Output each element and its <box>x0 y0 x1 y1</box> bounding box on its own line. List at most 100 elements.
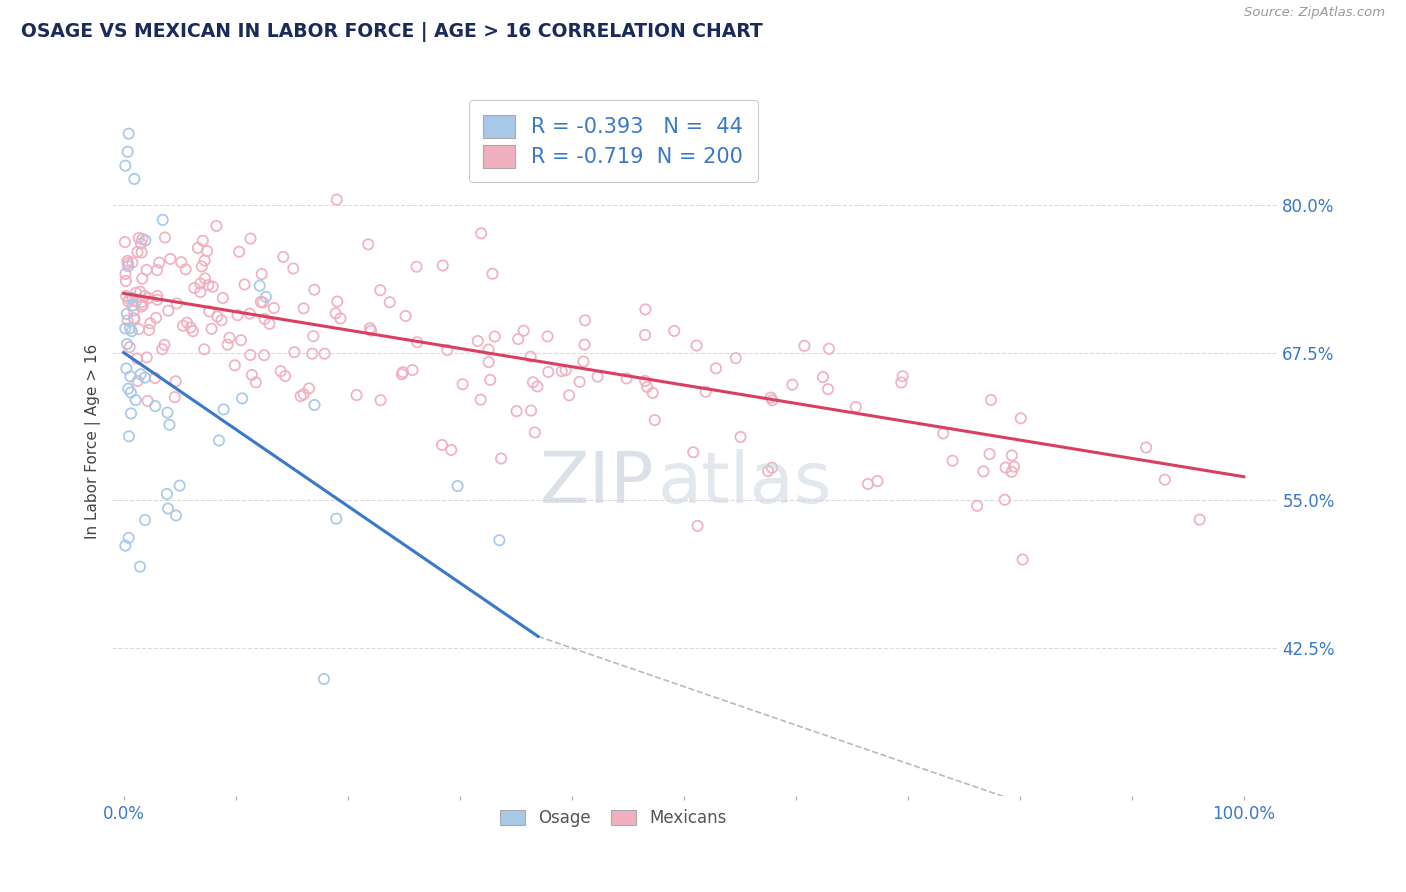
Point <box>346 388 368 402</box>
Point <box>129 285 152 299</box>
Point <box>263 301 285 315</box>
Point <box>194 271 217 285</box>
Point <box>357 237 380 252</box>
Point <box>211 313 233 327</box>
Point <box>401 363 423 377</box>
Point <box>704 361 727 376</box>
Point <box>479 373 502 387</box>
Point <box>211 291 233 305</box>
Point <box>866 474 889 488</box>
Point <box>231 392 253 406</box>
Point <box>159 252 181 266</box>
Point <box>292 387 315 401</box>
Point <box>378 295 401 310</box>
Point <box>394 309 416 323</box>
Point <box>239 232 262 246</box>
Point <box>761 393 783 408</box>
Point <box>932 426 955 441</box>
Point <box>1001 449 1024 463</box>
Point <box>129 559 152 574</box>
Point <box>134 233 156 247</box>
Point <box>695 384 717 399</box>
Point <box>217 337 239 351</box>
Point <box>166 296 188 310</box>
Point <box>207 310 229 324</box>
Point <box>616 371 638 385</box>
Point <box>1010 411 1032 425</box>
Point <box>941 453 963 467</box>
Point <box>488 533 510 548</box>
Point <box>536 329 558 343</box>
Point <box>634 328 657 343</box>
Point <box>183 281 205 295</box>
Point <box>891 369 914 384</box>
Point <box>292 301 315 316</box>
Point <box>994 460 1017 475</box>
Point <box>115 337 138 351</box>
Point <box>636 380 658 394</box>
Point <box>143 399 166 413</box>
Point <box>574 313 596 327</box>
Point <box>122 303 145 318</box>
Point <box>818 342 841 356</box>
Point <box>329 311 352 326</box>
Point <box>127 244 149 259</box>
Point <box>522 376 544 390</box>
Point <box>146 263 169 277</box>
Point <box>135 351 157 365</box>
Point <box>685 338 707 352</box>
Point <box>115 361 138 376</box>
Point <box>440 442 463 457</box>
Point <box>188 285 211 299</box>
Point <box>159 417 181 432</box>
Point <box>250 267 273 281</box>
Point <box>856 477 879 491</box>
Point <box>1002 459 1025 474</box>
Point <box>233 277 256 292</box>
Point <box>169 478 191 492</box>
Point <box>664 324 686 338</box>
Point <box>436 343 458 357</box>
Point <box>979 447 1001 461</box>
Point <box>114 267 136 281</box>
Point <box>224 359 246 373</box>
Point <box>124 172 146 186</box>
Point <box>550 364 572 378</box>
Point <box>181 324 204 338</box>
Point <box>131 271 153 285</box>
Point <box>121 255 143 269</box>
Point <box>586 369 609 384</box>
Point <box>304 398 326 412</box>
Point <box>759 391 782 405</box>
Point <box>114 321 136 335</box>
Point <box>120 369 142 384</box>
Point <box>519 350 541 364</box>
Point <box>644 413 666 427</box>
Point <box>129 236 152 251</box>
Point <box>405 260 427 274</box>
Point <box>208 434 231 448</box>
Point <box>724 351 747 366</box>
Point <box>253 311 276 326</box>
Point <box>118 292 141 306</box>
Point <box>249 278 271 293</box>
Point <box>470 392 492 407</box>
Point <box>197 278 219 293</box>
Point <box>212 402 235 417</box>
Point <box>250 294 273 309</box>
Point <box>641 385 664 400</box>
Point <box>274 368 297 383</box>
Point <box>271 250 294 264</box>
Point <box>134 513 156 527</box>
Point <box>817 382 839 396</box>
Point <box>125 351 148 366</box>
Point <box>558 388 581 402</box>
Point <box>115 274 138 288</box>
Point <box>994 492 1017 507</box>
Point <box>191 260 214 274</box>
Point <box>176 316 198 330</box>
Point <box>470 227 492 241</box>
Point <box>187 241 209 255</box>
Point <box>117 294 139 309</box>
Point <box>1011 552 1033 566</box>
